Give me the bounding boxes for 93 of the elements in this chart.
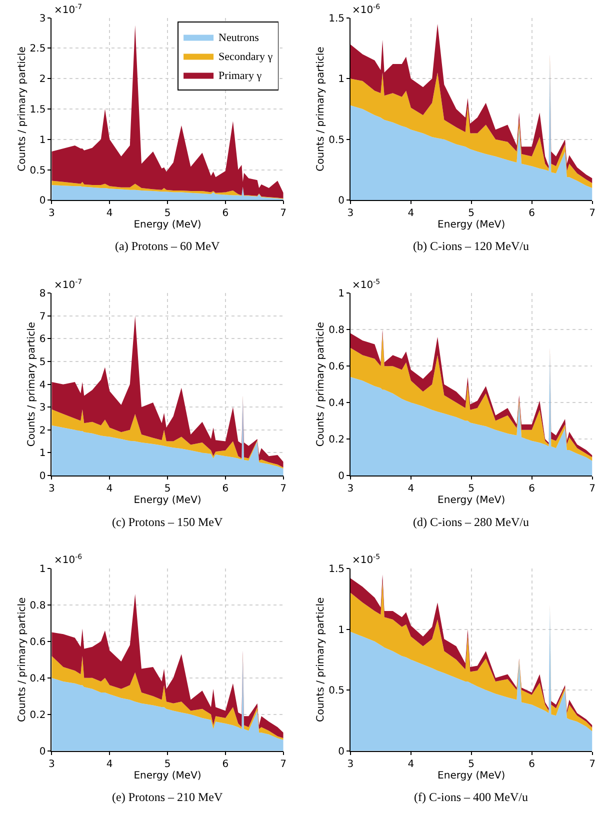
y-tick-label: 0.2 — [30, 710, 46, 721]
y-tick-label: 0.6 — [328, 362, 344, 373]
x-tick-label: 6 — [528, 208, 535, 220]
x-tick-label: 3 — [347, 484, 354, 494]
y-tick-label: 2.5 — [30, 44, 46, 55]
y-tick-label: 2 — [39, 425, 46, 436]
y-tick-label: 0.5 — [30, 165, 46, 176]
y-axis-title: Counts / primary particle — [316, 322, 327, 447]
x-tick-label: 4 — [106, 484, 113, 494]
x-tick-label: 3 — [48, 758, 55, 770]
x-tick-label: 7 — [280, 758, 287, 770]
x-tick-label: 5 — [164, 758, 171, 770]
x-tick-label: 7 — [280, 208, 287, 220]
text: ×10$^{-6}$ — [54, 553, 83, 566]
x-tick-label: 7 — [280, 484, 287, 494]
text: (c) Protons – 150 MeV — [112, 515, 223, 529]
y-tick-label: 0 — [39, 746, 46, 758]
x-axis-title: Energy (MeV) — [438, 495, 506, 506]
text: (f) C-ions – 400 MeV/u — [414, 790, 528, 804]
x-tick-label: 7 — [589, 484, 596, 494]
x-axis-title: Energy (MeV) — [134, 220, 202, 231]
y-tick-label: 8 — [39, 288, 46, 300]
y-tick-label: 0.8 — [328, 325, 344, 336]
x-tick-label: 4 — [408, 208, 414, 220]
y-tick-label: 0.6 — [30, 636, 46, 648]
y-tick-label: 0.8 — [30, 600, 46, 612]
y-tick-label: 0.4 — [30, 673, 46, 684]
x-tick-label: 4 — [106, 758, 113, 770]
y-tick-label: 1 — [338, 624, 344, 636]
y-tick-label: 3 — [39, 402, 46, 414]
text: ×10$^{-5}$ — [352, 278, 380, 292]
x-tick-label: 6 — [222, 208, 229, 220]
y-tick-label: 5 — [39, 357, 46, 368]
y-axis-title: Counts / primary particle — [16, 597, 28, 722]
x-tick-label: 6 — [222, 758, 229, 770]
x-tick-label: 4 — [408, 758, 414, 770]
y-tick-label: 0 — [39, 196, 46, 207]
y-tick-label: 1.5 — [328, 13, 344, 24]
x-tick-label: 5 — [164, 484, 171, 494]
y-tick-label: 0 — [39, 470, 46, 482]
x-axis-title: Energy (MeV) — [438, 770, 506, 782]
x-axis-title: Energy (MeV) — [134, 770, 202, 782]
y-tick-label: 0.5 — [328, 134, 344, 146]
y-tick-label: 0.4 — [328, 398, 344, 410]
y-tick-label: 0.2 — [328, 434, 344, 446]
y-tick-label: 1 — [39, 564, 46, 575]
text: (b) C-ions – 120 MeV/u — [413, 239, 529, 253]
x-tick-label: 3 — [48, 484, 55, 494]
text: (d) C-ions – 280 MeV/u — [413, 515, 529, 529]
y-tick-label: 1.5 — [30, 104, 46, 116]
x-tick-label: 6 — [222, 484, 229, 494]
x-tick-label: 5 — [468, 758, 475, 770]
x-tick-label: 6 — [528, 484, 535, 494]
x-axis-title: Energy (MeV) — [134, 495, 202, 506]
y-axis-title: Counts / primary particle — [316, 597, 327, 722]
x-tick-label: 3 — [347, 758, 354, 770]
text: ×10$^{-7}$ — [54, 278, 82, 292]
x-tick-label: 5 — [164, 208, 171, 220]
x-tick-label: 7 — [589, 758, 596, 770]
y-tick-label: 0 — [338, 746, 344, 758]
y-tick-label: 0 — [338, 196, 344, 207]
y-tick-label: 4 — [39, 380, 46, 391]
y-axis-title: Counts / primary particle — [316, 46, 327, 172]
y-tick-label: 1 — [39, 448, 46, 460]
legend-label: Secondary γ — [218, 51, 273, 64]
x-tick-label: 5 — [468, 208, 475, 220]
text: ×10$^{-6}$ — [352, 3, 381, 16]
x-axis-title: Energy (MeV) — [438, 220, 506, 231]
text: (a) Protons – 60 MeV — [115, 239, 220, 253]
y-tick-label: 1 — [39, 134, 46, 146]
x-tick-label: 4 — [106, 208, 113, 220]
y-tick-label: 0 — [338, 470, 344, 482]
x-tick-label: 4 — [408, 484, 414, 494]
text: ×10$^{-5}$ — [352, 553, 380, 566]
y-tick-label: 2 — [39, 74, 46, 86]
x-tick-label: 6 — [528, 758, 535, 770]
y-tick-label: 1.5 — [328, 564, 344, 575]
text: ×10$^{-7}$ — [54, 3, 82, 16]
x-tick-label: 3 — [347, 208, 354, 220]
legend-label: Neutrons — [218, 32, 259, 44]
y-tick-label: 3 — [39, 13, 46, 24]
text: (e) Protons – 210 MeV — [112, 790, 223, 804]
x-tick-label: 5 — [468, 484, 475, 494]
y-tick-label: 6 — [39, 334, 46, 346]
x-tick-label: 3 — [48, 208, 55, 220]
y-tick-label: 1 — [338, 288, 344, 300]
y-axis-title: Counts / primary particle — [26, 322, 38, 447]
y-tick-label: 0.5 — [328, 686, 344, 697]
y-tick-label: 1 — [338, 74, 344, 86]
x-tick-label: 7 — [589, 208, 596, 220]
legend-label: Primary γ — [218, 70, 262, 82]
y-tick-label: 7 — [39, 311, 46, 322]
y-axis-title: Counts / primary particle — [16, 46, 28, 172]
